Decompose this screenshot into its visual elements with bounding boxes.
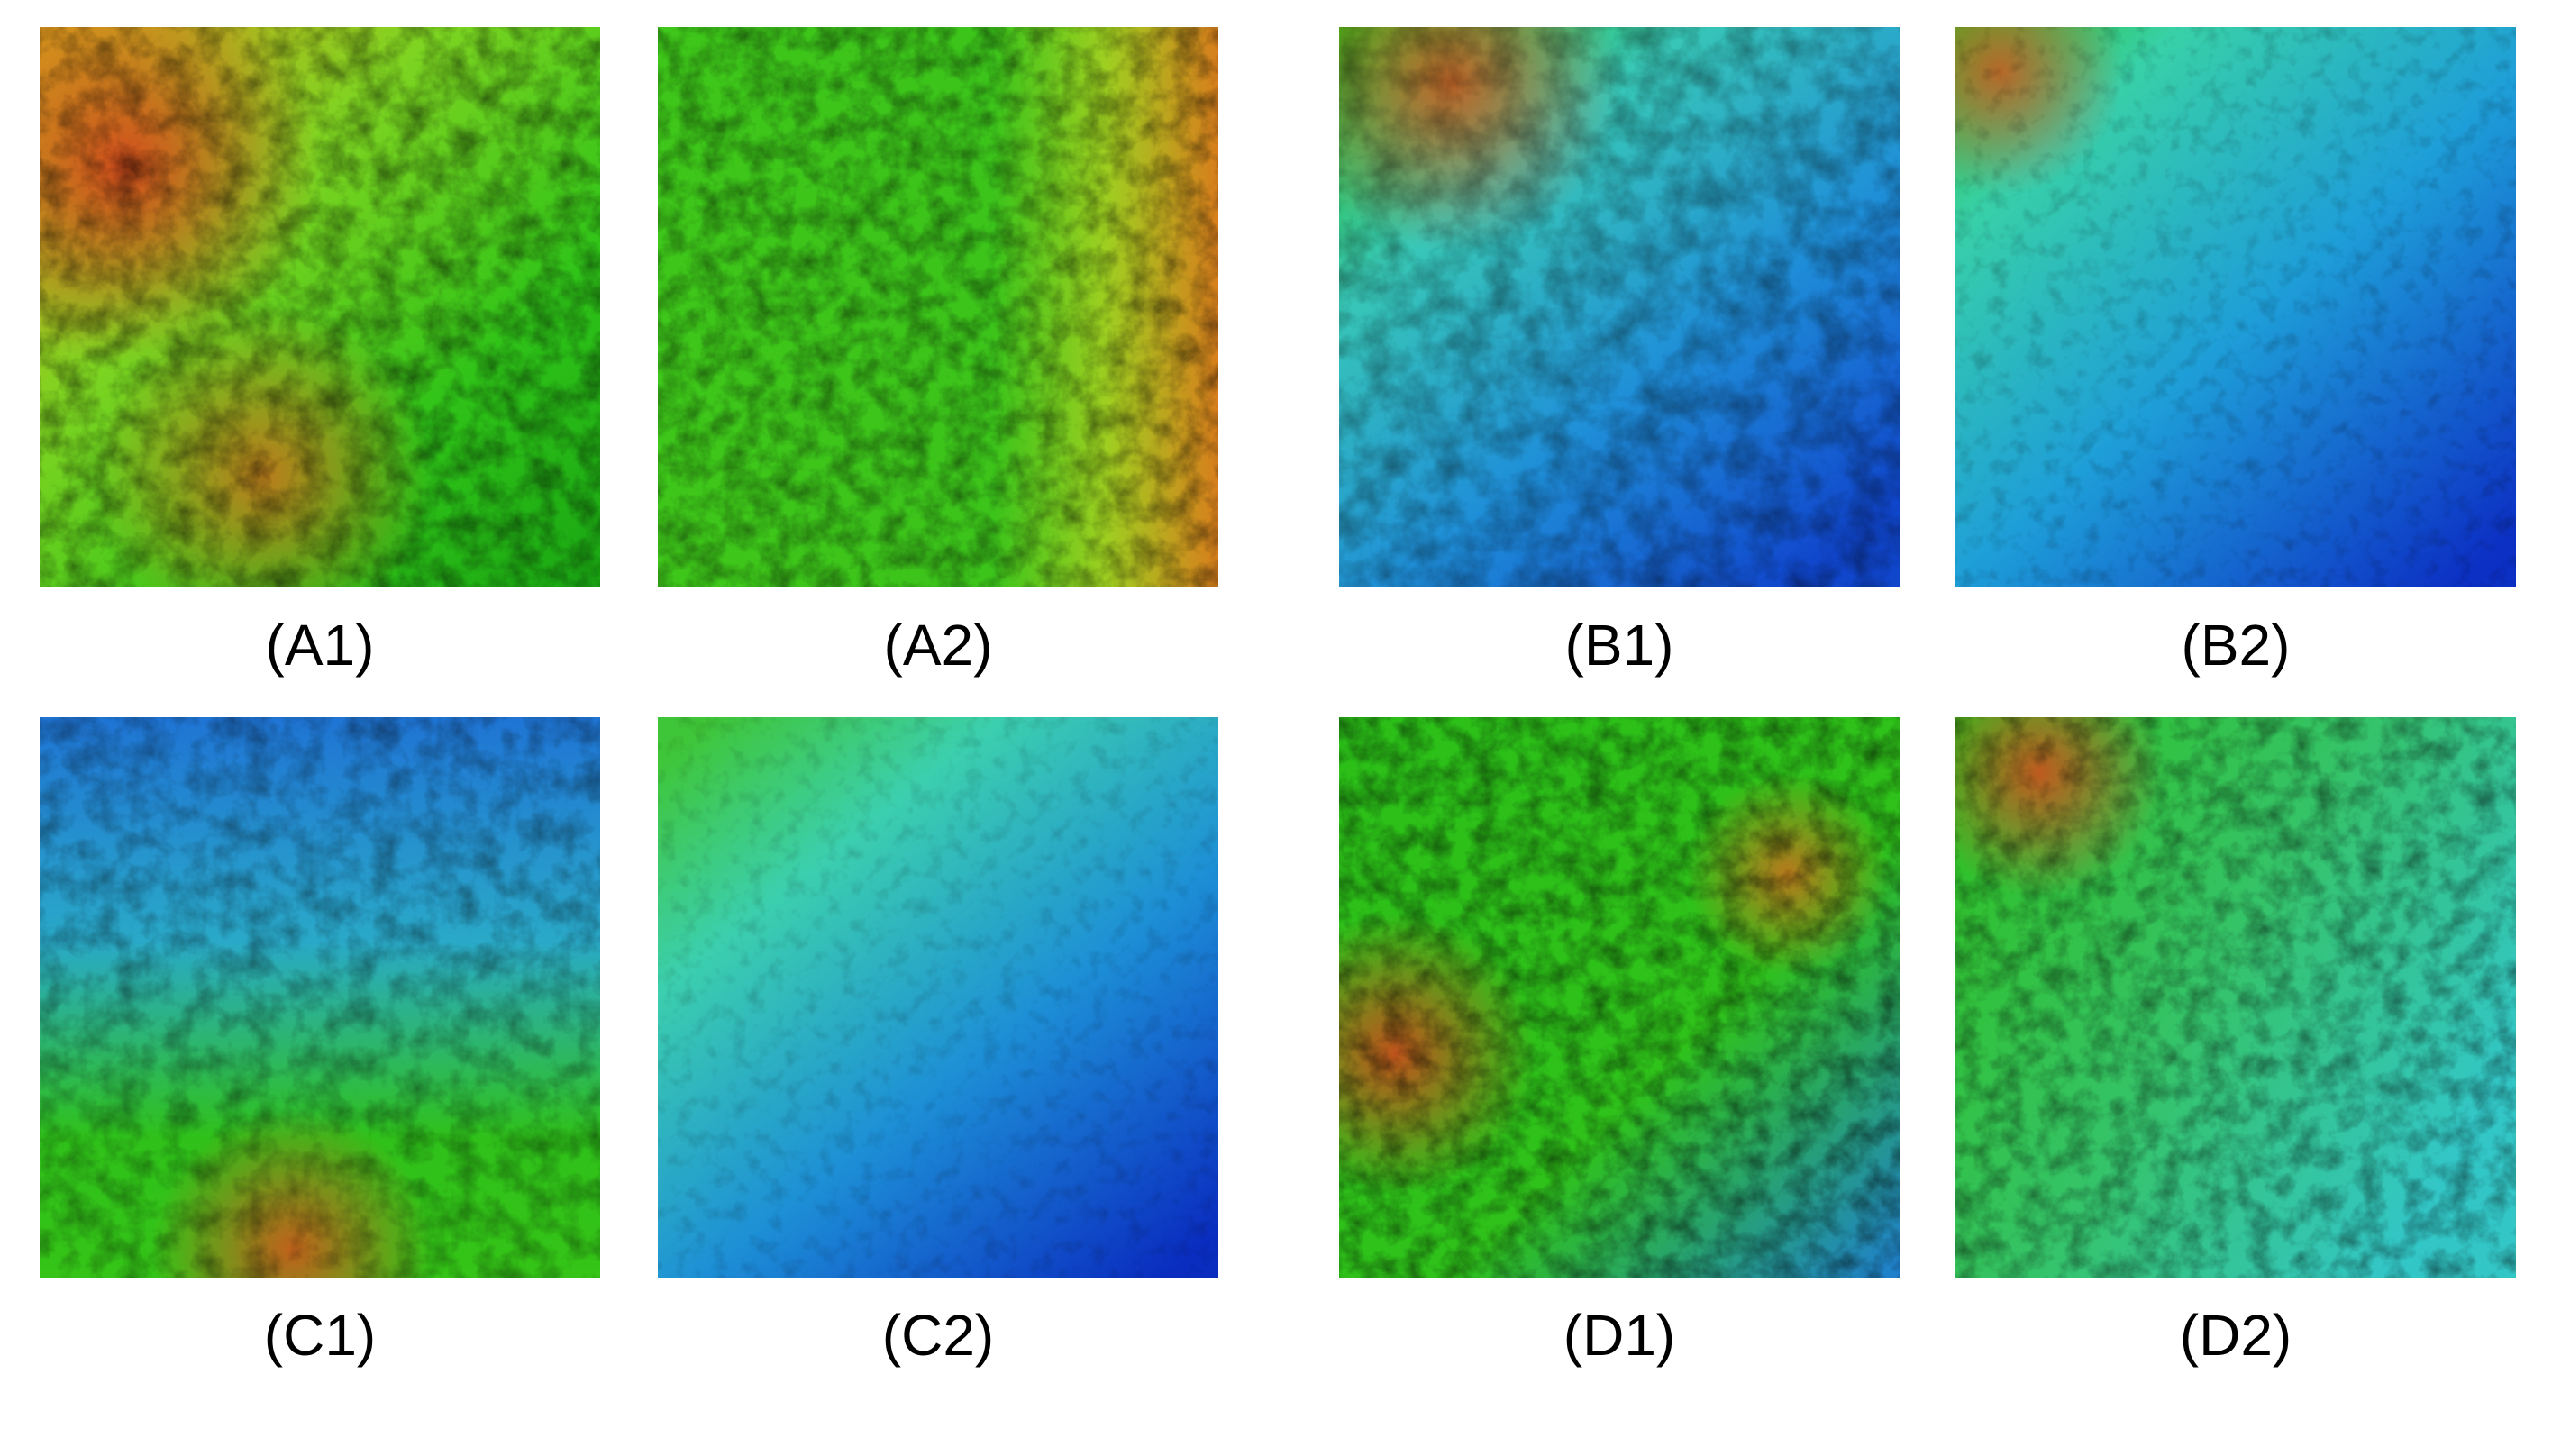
- shaded-relief-b1: [1339, 27, 1900, 587]
- terrain-image-b2: [1955, 27, 2516, 587]
- shaded-relief-c2: [658, 717, 1218, 1278]
- panel-label-a2: (A2): [883, 613, 993, 678]
- panel-d1: (D1): [1339, 717, 1900, 1371]
- shaded-relief-a1: [40, 27, 600, 587]
- terrain-image-c1: [40, 717, 600, 1278]
- panel-label-d2: (D2): [2179, 1303, 2292, 1368]
- shaded-relief-d2: [1955, 717, 2516, 1278]
- shaded-relief-d1: [1339, 717, 1900, 1278]
- terrain-image-a2: [658, 27, 1218, 587]
- panel-a2: (A2): [658, 27, 1218, 681]
- terrain-image-d1: [1339, 717, 1900, 1278]
- panel-d2: (D2): [1955, 717, 2516, 1371]
- panel-c2: (C2): [658, 717, 1218, 1371]
- terrain-image-d2: [1955, 717, 2516, 1278]
- terrain-image-b1: [1339, 27, 1900, 587]
- panel-b2: (B2): [1955, 27, 2516, 681]
- shaded-relief-c1: [40, 717, 600, 1278]
- panel-label-c1: (C1): [263, 1303, 377, 1368]
- panel-label-c2: (C2): [881, 1303, 995, 1368]
- shaded-relief-b2: [1955, 27, 2516, 587]
- panel-label-b1: (B1): [1564, 613, 1674, 678]
- terrain-image-a1: [40, 27, 600, 587]
- panel-label-b2: (B2): [2181, 613, 2291, 678]
- panel-b1: (B1): [1339, 27, 1900, 681]
- terrain-image-c2: [658, 717, 1218, 1278]
- panel-c1: (C1): [40, 717, 600, 1371]
- panel-label-a1: (A1): [265, 613, 375, 678]
- panel-label-d1: (D1): [1563, 1303, 1676, 1368]
- shaded-relief-a2: [658, 27, 1218, 587]
- panel-a1: (A1): [40, 27, 600, 681]
